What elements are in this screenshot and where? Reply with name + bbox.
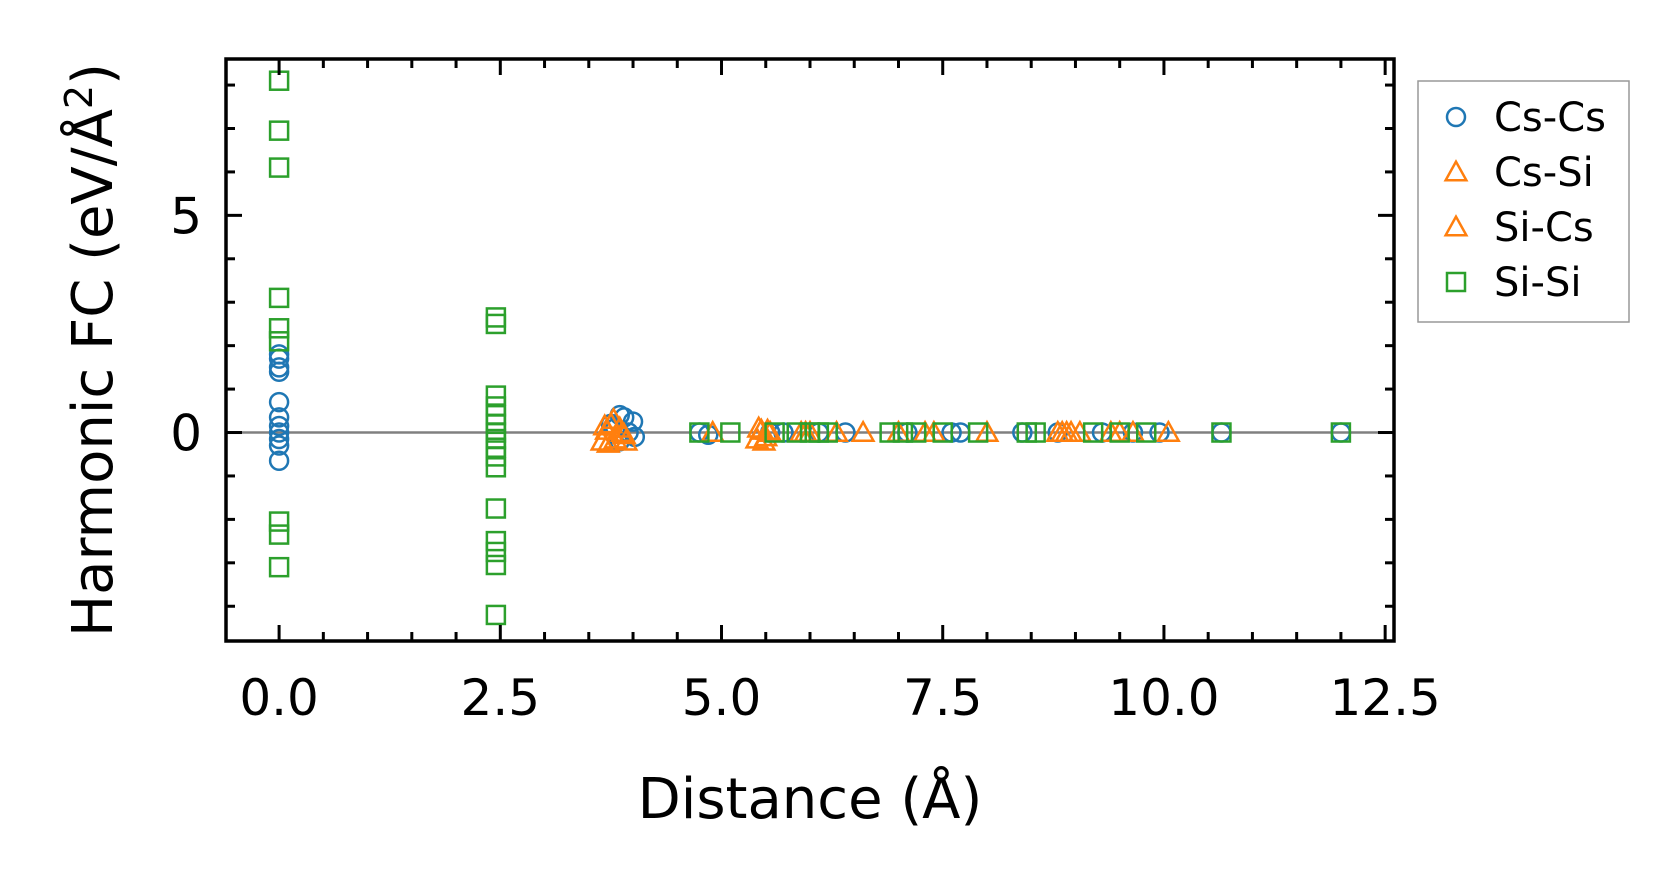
data-point-si-si (268, 331, 290, 352)
data-point-si-si (485, 541, 507, 563)
data-point-si-si (1211, 422, 1232, 443)
x-tick-label: 0.0 (239, 669, 319, 727)
data-point-si-si (485, 604, 507, 626)
y-axis-label-close: ) (61, 63, 126, 85)
data-point-si-si (268, 287, 290, 309)
data-point-cs-si (850, 419, 876, 443)
legend-marker-cs-cs (1445, 106, 1467, 128)
y-tick-label: 5 (170, 187, 202, 245)
legend-marker-si-cs (1443, 214, 1469, 237)
data-point-si-si (1135, 422, 1157, 443)
data-point-si-si (485, 498, 507, 519)
data-point-cs-si (589, 428, 615, 451)
data-point-si-si (268, 120, 290, 141)
data-point-si-si (892, 422, 914, 443)
data-point-si-si (268, 318, 290, 339)
data-point-si-cs (595, 430, 621, 453)
legend: Cs-Cs Cs-Si Si-Cs Si-Si (1417, 80, 1630, 323)
data-point-si-cs (751, 428, 777, 451)
data-point-si-cs (755, 417, 781, 440)
data-point-si-si (1025, 422, 1046, 443)
data-point-si-si (268, 157, 290, 178)
data-point-cs-cs (268, 422, 290, 443)
legend-frame (1417, 80, 1630, 323)
data-point-cs-cs (268, 361, 290, 382)
x-tick-label: 5.0 (682, 669, 762, 727)
y-axis-label: Harmonic FC (eV/Å2) (57, 63, 126, 637)
data-point-si-si (786, 422, 807, 443)
data-point-si-si (268, 556, 290, 578)
data-point-si-si (905, 422, 927, 443)
data-point-si-si (967, 422, 989, 443)
legend-label-si-si: Si-Si (1494, 260, 1581, 306)
data-point-si-cs (592, 413, 618, 436)
data-point-cs-cs (622, 411, 644, 432)
data-point-cs-cs (268, 407, 290, 428)
legend-label-cs-cs: Cs-Cs (1494, 95, 1606, 141)
legend-label-si-cs: Si-Cs (1494, 205, 1594, 251)
data-point-si-si (485, 313, 507, 335)
data-point-si-si (485, 385, 507, 406)
data-point-si-si (268, 511, 290, 532)
data-point-si-si (485, 457, 507, 478)
data-point-si-cs (1058, 419, 1084, 443)
x-tick-label: 12.5 (1329, 669, 1440, 727)
data-point-si-si (268, 524, 290, 545)
data-point-si-si (485, 530, 507, 552)
x-tick-label: 7.5 (903, 669, 983, 727)
data-point-si-si (689, 422, 710, 443)
y-tick-label: 0 (170, 405, 202, 463)
data-point-si-si (817, 422, 838, 443)
legend-marker-cs-si (1443, 159, 1469, 182)
y-axis-label-superscript: 2 (57, 85, 101, 109)
data-point-cs-cs (268, 391, 290, 413)
x-tick-label: 10.0 (1108, 669, 1219, 727)
data-point-si-si (1109, 422, 1130, 443)
data-point-si-si (764, 422, 785, 443)
x-axis-label: Distance (Å) (638, 766, 983, 832)
legend-label-cs-si: Cs-Si (1494, 150, 1594, 196)
data-point-si-si (932, 422, 953, 443)
data-point-si-si (1082, 422, 1104, 443)
data-point-si-si (720, 422, 741, 443)
data-point-cs-cs (268, 415, 290, 437)
data-point-si-si (485, 446, 507, 467)
data-point-si-si (1330, 422, 1352, 443)
data-point-cs-cs (268, 435, 290, 456)
data-point-cs-cs (268, 428, 290, 450)
data-point-cs-si (1155, 419, 1181, 443)
legend-marker-si-si (1445, 271, 1467, 293)
data-point-si-si (879, 422, 900, 443)
x-tick-label: 2.5 (461, 669, 541, 727)
data-point-si-si (485, 554, 507, 576)
data-point-cs-cs (268, 450, 290, 472)
data-point-si-cs (613, 428, 639, 451)
y-axis-label-main: Harmonic FC (eV/Å (60, 109, 126, 637)
data-point-si-cs (601, 406, 627, 430)
